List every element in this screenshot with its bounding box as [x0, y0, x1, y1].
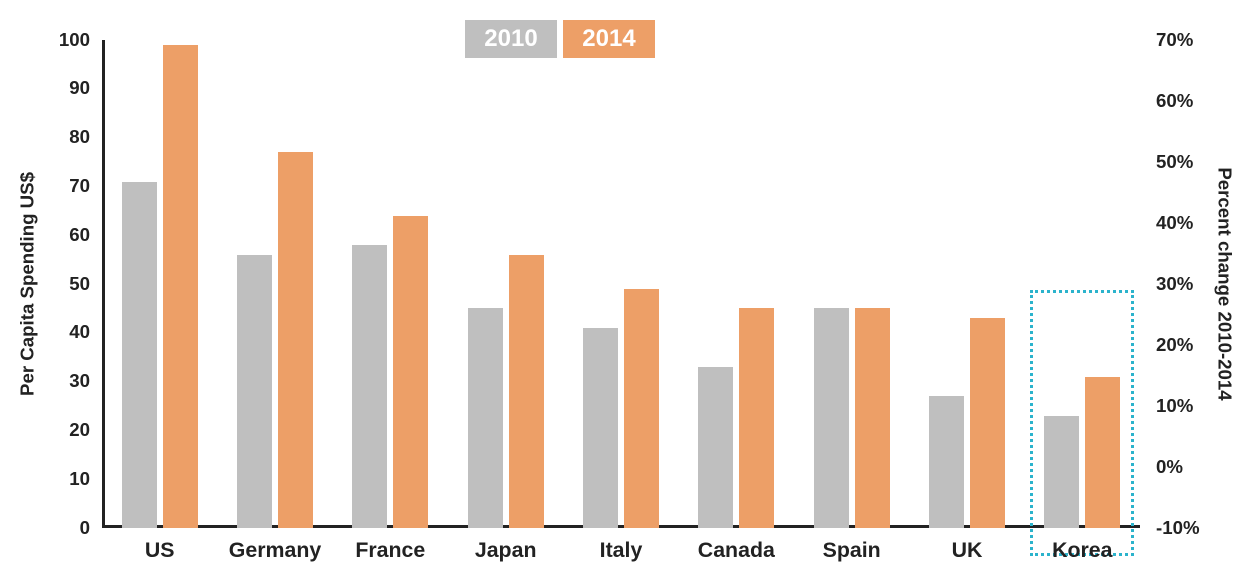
bar — [237, 255, 272, 528]
bar — [583, 328, 618, 528]
y-left-tick-label: 90 — [69, 79, 90, 98]
bar — [122, 182, 157, 528]
y-axis-right-title: Percent change 2010-2014 — [1215, 167, 1234, 400]
bar — [468, 308, 503, 528]
bar — [698, 367, 733, 528]
bar — [352, 245, 387, 528]
y-right-tick-label: 60% — [1156, 92, 1193, 111]
x-category-label: UK — [909, 538, 1024, 563]
y-right-tick-label: 50% — [1156, 153, 1193, 172]
bar — [855, 308, 890, 528]
y-left-tick-label: 40 — [69, 323, 90, 342]
bar — [393, 216, 428, 528]
x-category-label: Spain — [794, 538, 909, 563]
y-left-tick-label: 60 — [69, 226, 90, 245]
x-category-label: Germany — [217, 538, 332, 563]
y-right-tick-label: 20% — [1156, 336, 1193, 355]
x-category-label: France — [333, 538, 448, 563]
y-axis-line — [102, 40, 105, 528]
bar — [929, 396, 964, 528]
bar — [278, 152, 313, 528]
y-left-tick-label: 80 — [69, 128, 90, 147]
bar — [739, 308, 774, 528]
bar — [163, 45, 198, 528]
y-left-tick-label: 50 — [69, 275, 90, 294]
bar — [624, 289, 659, 528]
chart-legend: 20102014 — [465, 20, 655, 58]
bar — [509, 255, 544, 528]
y-left-tick-label: 20 — [69, 421, 90, 440]
y-right-tick-label: 0% — [1156, 458, 1183, 477]
x-category-label: Korea — [1025, 538, 1140, 563]
legend-item: 2010 — [465, 20, 557, 58]
legend-item: 2014 — [563, 20, 655, 58]
y-left-tick-label: 10 — [69, 470, 90, 489]
y-axis-left-title: Per Capita Spending US$ — [19, 172, 38, 396]
x-category-label: Japan — [448, 538, 563, 563]
y-right-tick-label: -10% — [1156, 519, 1200, 538]
x-category-label: US — [102, 538, 217, 563]
spending-bar-chart: 20102014 Per Capita Spending US$ Percent… — [0, 0, 1246, 584]
y-right-tick-label: 70% — [1156, 31, 1193, 50]
x-category-label: Italy — [563, 538, 678, 563]
x-category-label: Canada — [679, 538, 794, 563]
bar — [1085, 377, 1120, 528]
y-right-tick-label: 30% — [1156, 275, 1193, 294]
y-right-tick-label: 40% — [1156, 214, 1193, 233]
bar — [814, 308, 849, 528]
y-left-tick-label: 70 — [69, 177, 90, 196]
y-left-tick-label: 100 — [59, 31, 90, 50]
bar — [970, 318, 1005, 528]
y-right-tick-label: 10% — [1156, 397, 1193, 416]
y-left-tick-label: 0 — [80, 519, 90, 538]
bar — [1044, 416, 1079, 528]
y-left-tick-label: 30 — [69, 372, 90, 391]
